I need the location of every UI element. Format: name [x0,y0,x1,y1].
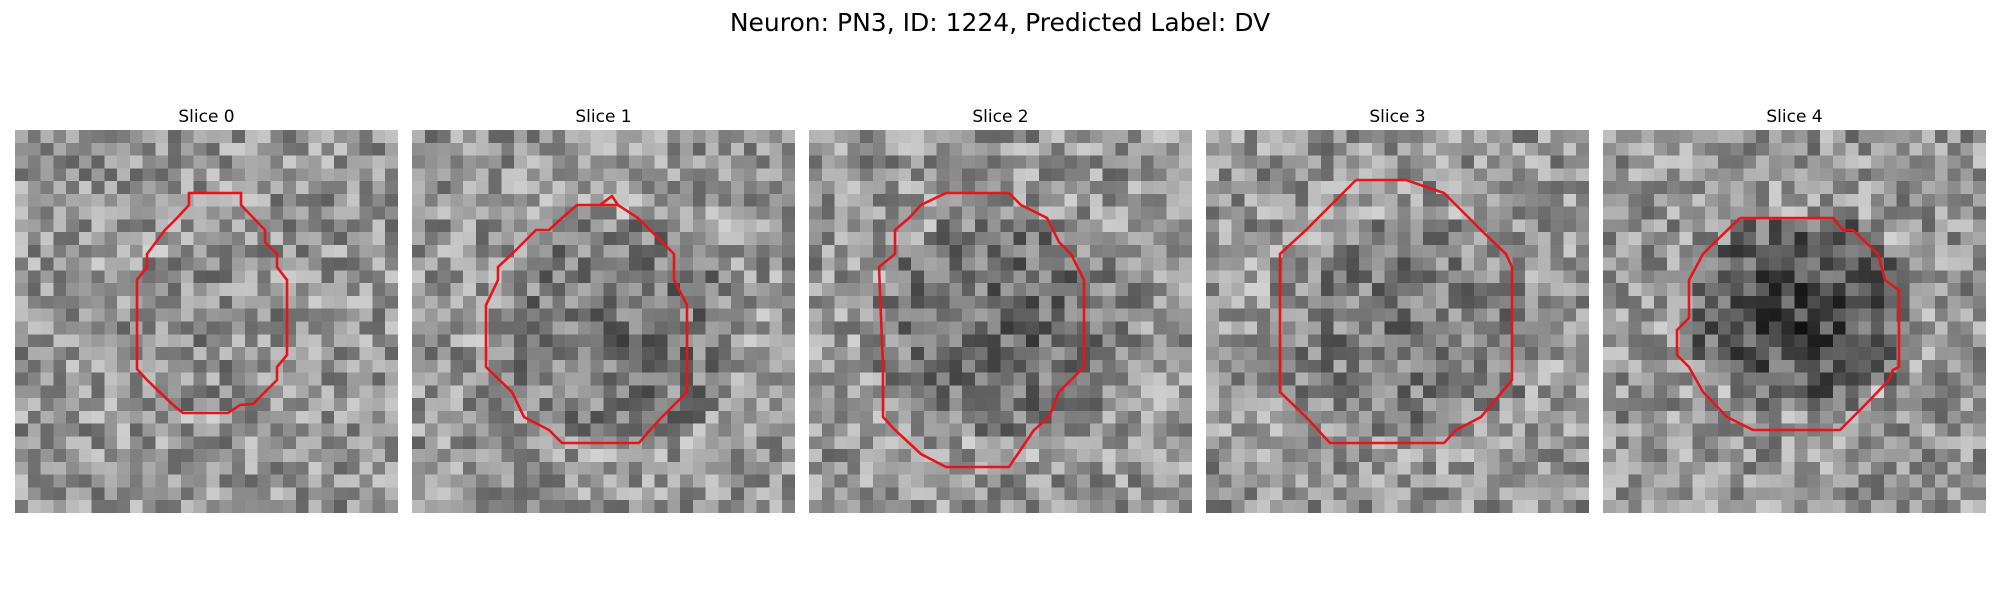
microscopy-image [1206,130,1589,513]
slice-image-3 [1206,130,1589,513]
slice-title: Slice 3 [1369,107,1426,127]
roi-contour [484,203,689,445]
slice-panel-1: Slice 1 [412,106,795,513]
roi-contour [1278,178,1514,445]
slice-title: Slice 4 [1766,107,1823,127]
roi-contour-overlay [1278,178,1514,445]
slice-image-0 [15,130,398,513]
slice-panel-3: Slice 3 [1206,106,1589,513]
roi-contour-overlay [135,191,289,415]
microscopy-image [1603,130,1986,513]
slice-panel-2: Slice 2 [809,106,1192,513]
figure-title: Neuron: PN3, ID: 1224, Predicted Label: … [729,8,1271,37]
slice-title: Slice 1 [575,107,632,127]
roi-contour [877,191,1086,469]
slice-panel-4: Slice 4 [1603,106,1986,513]
slice-image-4 [1603,130,1986,513]
slice-title: Slice 2 [972,107,1029,127]
roi-contour [1675,216,1901,432]
slice-image-2 [809,130,1192,513]
roi-contour-overlay [484,194,689,445]
slice-image-1 [412,130,795,513]
roi-contour [135,191,289,415]
slice-panel-0: Slice 0 [15,106,398,513]
microscopy-image [412,130,795,513]
roi-contour-overlay [877,191,1086,469]
slice-title: Slice 0 [178,107,235,127]
roi-contour-overlay [1675,216,1901,432]
